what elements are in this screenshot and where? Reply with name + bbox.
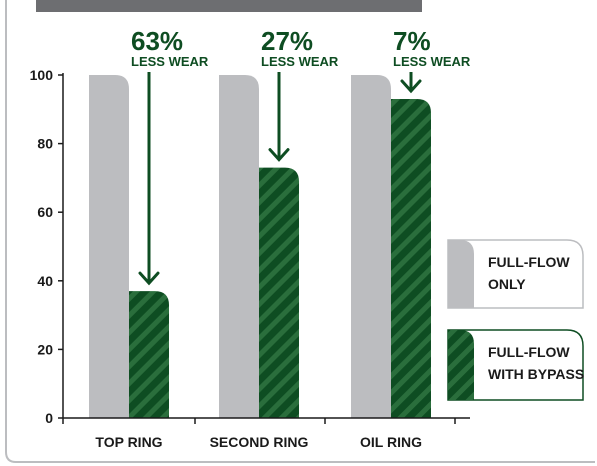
bar-bypass-oil-ring bbox=[391, 99, 431, 418]
y-tick-label: 60 bbox=[37, 204, 53, 220]
category-label: SECOND RING bbox=[210, 434, 309, 450]
wear-arrow-head bbox=[138, 271, 160, 286]
y-tick-label: 80 bbox=[37, 136, 53, 152]
less-wear-label: LESS WEAR bbox=[131, 54, 209, 69]
legend-label: WITH BYPASS bbox=[488, 366, 584, 382]
legend-swatch-bypass bbox=[448, 330, 474, 400]
chart-frame bbox=[5, 0, 595, 463]
bar-fullflow-oil-ring bbox=[351, 75, 391, 418]
y-tick-label: 20 bbox=[37, 341, 53, 357]
legend-label: ONLY bbox=[488, 276, 526, 292]
less-wear-label: LESS WEAR bbox=[261, 54, 339, 69]
less-wear-label: LESS WEAR bbox=[393, 54, 471, 69]
percent-label: 27% bbox=[261, 26, 313, 56]
bar-bypass-second-ring bbox=[259, 167, 299, 418]
y-tick-label: 0 bbox=[45, 410, 53, 426]
legend-box bbox=[447, 329, 584, 401]
top-banner bbox=[36, 0, 422, 12]
legend-box bbox=[447, 239, 584, 309]
y-tick-label: 100 bbox=[30, 67, 54, 83]
bar-fullflow-second-ring bbox=[219, 75, 259, 418]
category-label: OIL RING bbox=[360, 434, 422, 450]
category-label: TOP RING bbox=[95, 434, 162, 450]
legend-label: FULL-FLOW bbox=[488, 344, 570, 360]
bar-fullflow-top-ring bbox=[89, 75, 129, 418]
wear-arrow-head bbox=[268, 148, 290, 162]
legend-swatch-fullflow bbox=[448, 240, 474, 308]
legend-label: FULL-FLOW bbox=[488, 254, 570, 270]
percent-label: 7% bbox=[393, 26, 431, 56]
y-tick-label: 40 bbox=[37, 273, 53, 289]
wear-arrow-head bbox=[400, 79, 422, 94]
bar-bypass-top-ring bbox=[129, 291, 169, 418]
percent-label: 63% bbox=[131, 26, 183, 56]
